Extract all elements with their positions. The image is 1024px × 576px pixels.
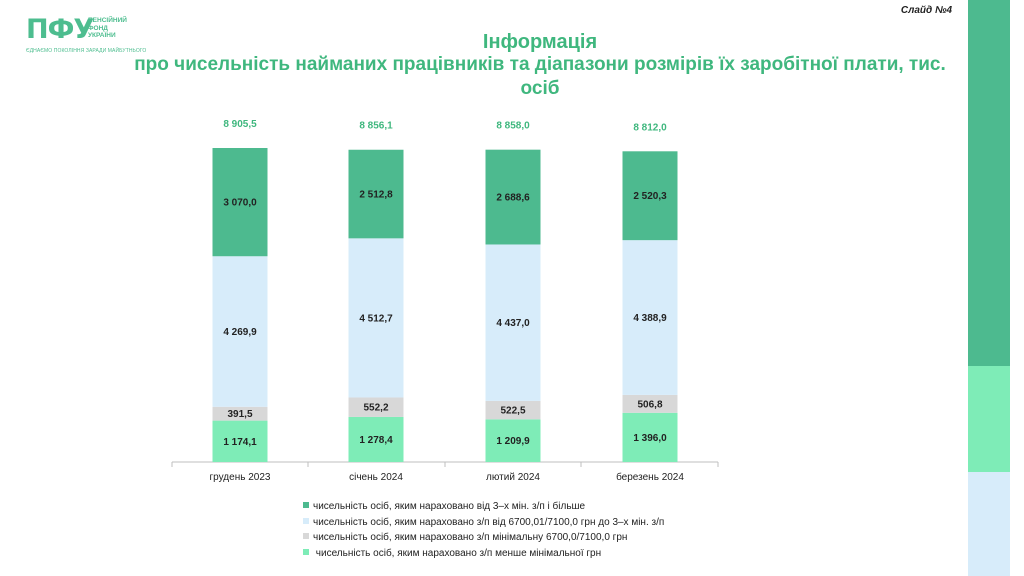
bar-segment bbox=[212, 406, 268, 421]
total-label: 8 858,0 bbox=[496, 121, 530, 132]
legend-swatch bbox=[303, 533, 309, 540]
stacked-bar-chart: 1 174,1 391,5 4 269,9 3 070,0 8 905,5 грудень… bbox=[171, 119, 719, 483]
data-label: 2 512,8 bbox=[359, 190, 393, 201]
bar-segment bbox=[348, 397, 404, 417]
logo-tagline: ЄДНАЄМО ПОКОЛІННЯ ЗАРАДИ МАЙБУТНЬОГО bbox=[26, 48, 147, 54]
bar-segment bbox=[485, 400, 541, 420]
data-label: 4 269,9 bbox=[223, 327, 257, 338]
legend-item: чисельність осіб, яким нараховано від 3–… bbox=[303, 499, 664, 515]
data-label: 2 520,3 bbox=[633, 191, 667, 202]
decorative-sidebar bbox=[968, 0, 1010, 576]
logo-line: УКРАЇНИ bbox=[88, 32, 116, 39]
bar-segment bbox=[348, 416, 404, 462]
x-tick-label: лютий 2024 bbox=[486, 472, 540, 483]
data-label: 1 278,4 bbox=[359, 435, 393, 446]
sidebar-segment bbox=[968, 0, 1010, 366]
bar-segment bbox=[622, 394, 678, 413]
slide-title: Інформація про чисельність найманих прац… bbox=[120, 31, 960, 101]
data-label: 1 209,9 bbox=[496, 436, 530, 447]
bar-segment bbox=[348, 238, 404, 398]
legend-item: чисельність осіб, яким нараховано з/п мі… bbox=[303, 530, 664, 546]
data-label: 1 174,1 bbox=[223, 437, 257, 448]
x-tick-label: січень 2024 bbox=[349, 472, 403, 483]
slide-number: Слайд №4 bbox=[900, 5, 952, 16]
bar-segment bbox=[485, 419, 541, 462]
legend-swatch bbox=[303, 517, 309, 524]
total-label: 8 812,0 bbox=[633, 122, 667, 133]
data-label: 4 437,0 bbox=[496, 318, 530, 329]
legend-label: чисельність осіб, яким нараховано від 3–… bbox=[313, 501, 586, 512]
bar-segment bbox=[485, 244, 541, 401]
data-label: 3 070,0 bbox=[223, 198, 257, 209]
total-label: 8 905,5 bbox=[223, 119, 257, 130]
legend-label: чисельність осіб, яким нараховано з/п ме… bbox=[313, 547, 602, 559]
sidebar-segment bbox=[968, 472, 1010, 576]
title-line-1: Інформація bbox=[482, 31, 598, 53]
bar-segment bbox=[485, 149, 541, 245]
sidebar-segment bbox=[968, 366, 1010, 472]
logo-line: ПЕНСІЙНИЙ bbox=[88, 17, 127, 24]
data-label: 4 388,9 bbox=[633, 313, 667, 324]
legend-item: чисельність осіб, яким нараховано з/п ві… bbox=[303, 515, 664, 531]
total-label: 8 856,1 bbox=[359, 121, 393, 132]
chart-legend: чисельність осіб, яким нараховано від 3–… bbox=[303, 499, 664, 561]
data-label: 4 512,7 bbox=[359, 313, 393, 324]
data-label: 2 688,6 bbox=[496, 193, 530, 204]
logo-mark: ПФУ bbox=[26, 14, 94, 45]
data-label: 552,2 bbox=[363, 403, 388, 414]
data-label: 522,5 bbox=[500, 406, 525, 417]
data-label: 506,8 bbox=[637, 399, 662, 410]
logo-line: ФОНД bbox=[88, 24, 108, 32]
legend-swatch bbox=[303, 502, 309, 509]
data-label: 1 396,0 bbox=[633, 433, 667, 444]
legend-swatch bbox=[303, 548, 309, 555]
bar-segment bbox=[348, 149, 404, 239]
legend-label: чисельність осіб, яким нараховано з/п мі… bbox=[313, 532, 628, 543]
pfu-logo: ПФУ ПЕНСІЙНИЙ ФОНД УКРАЇНИ ЄДНАЄМО ПОКОЛ… bbox=[26, 14, 146, 58]
bar-segment bbox=[212, 148, 268, 257]
bar-segment bbox=[622, 240, 678, 395]
legend-label: чисельність осіб, яким нараховано з/п ві… bbox=[313, 516, 665, 528]
title-line-2: про чисельність найманих працівників та … bbox=[134, 54, 946, 99]
bar-segment bbox=[212, 420, 268, 462]
bar-segment bbox=[622, 412, 678, 462]
bar-segment bbox=[622, 151, 678, 241]
logo-name: ПЕНСІЙНИЙ ФОНД УКРАЇНИ bbox=[88, 17, 127, 40]
x-tick-label: березень 2024 bbox=[616, 471, 684, 483]
x-tick-label: грудень 2023 bbox=[210, 472, 271, 483]
data-label: 391,5 bbox=[227, 409, 252, 420]
legend-item: чисельність осіб, яким нараховано з/п ме… bbox=[303, 546, 664, 562]
bar-segment bbox=[212, 256, 268, 407]
